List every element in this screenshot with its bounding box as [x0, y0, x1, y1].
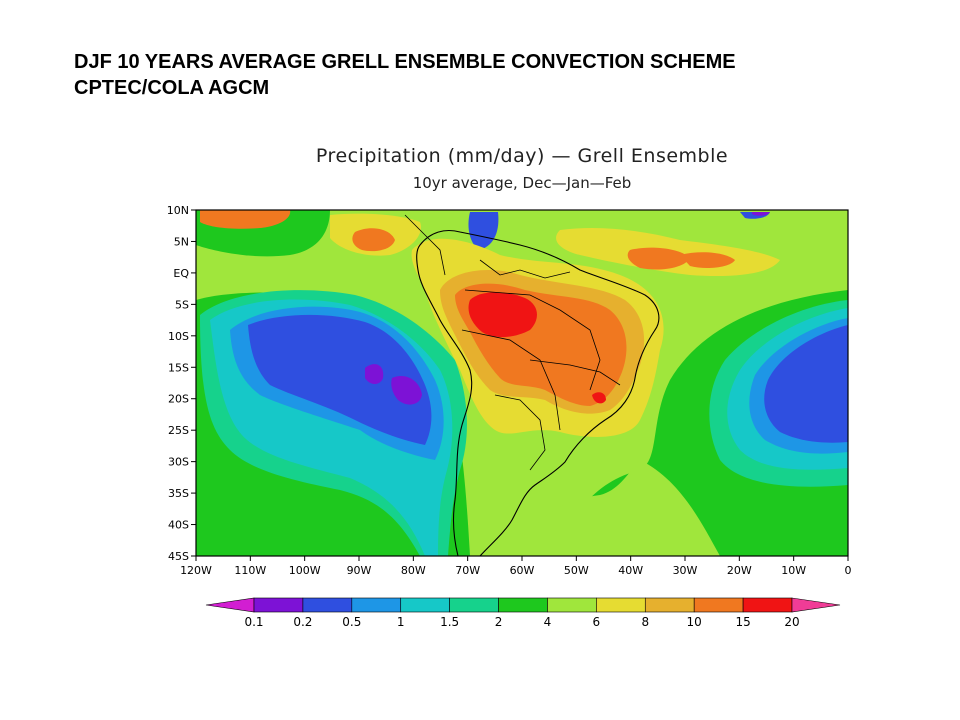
- lon-tick-label: 50W: [564, 564, 589, 577]
- colorbar-bin-10-15: [693, 597, 744, 613]
- lat-tick-label: EQ: [173, 267, 189, 280]
- lon-tick-label: 30W: [673, 564, 698, 577]
- lon-tick-label: 40W: [618, 564, 643, 577]
- colorbar-level-label: 1.5: [440, 615, 459, 629]
- field-10-15-atlantic-1: [627, 247, 690, 270]
- lat-tick-label: 15S: [168, 361, 189, 374]
- colorbar-bin-below-0.1: [205, 597, 255, 613]
- colorbar-level-label: 8: [641, 615, 649, 629]
- lat-tick-label: 35S: [168, 487, 189, 500]
- map-title: Precipitation (mm/day) — Grell Ensemble: [315, 145, 729, 167]
- colorbar-level-label: 2: [495, 615, 503, 629]
- colorbar-bin-0.1-0.2: [253, 597, 304, 613]
- lon-tick-label: 80W: [401, 564, 426, 577]
- colorbar-level-label: 10: [687, 615, 702, 629]
- lon-tick-label: 100W: [289, 564, 321, 577]
- lon-tick-label: 10W: [781, 564, 806, 577]
- lat-tick-label: 40S: [168, 519, 189, 532]
- lat-tick-label: 45S: [168, 550, 189, 563]
- country-borders-5: [494, 394, 546, 471]
- field-0.2-0.5-east: [764, 325, 848, 443]
- colorbar-bin-6-8: [596, 597, 646, 613]
- country-borders-1: [464, 289, 601, 391]
- colorbar-bin-2-4: [498, 597, 548, 613]
- colorbar: 0.1 0.2 0.5 1 1.5 2 4 6 8 10 15 20: [205, 597, 841, 629]
- country-borders-2: [461, 329, 561, 431]
- lat-tick-label: 30S: [168, 456, 189, 469]
- lon-tick-label: 60W: [510, 564, 535, 577]
- colorbar-bin-4-6: [547, 597, 597, 613]
- field-0.1-0.2-a: [365, 364, 384, 384]
- lon-tick-label: 20W: [727, 564, 752, 577]
- slide-title-line-2: CPTEC/COLA AGCM: [74, 77, 270, 99]
- colorbar-level-label: 0.5: [342, 615, 361, 629]
- lon-tick-label: 110W: [234, 564, 266, 577]
- lat-tick-label: 5S: [175, 298, 189, 311]
- slide-title-line-1: DJF 10 YEARS AVERAGE GRELL ENSEMBLE CONV…: [74, 51, 736, 73]
- colorbar-bin-above-20: [791, 597, 841, 613]
- lat-tick-label: 20S: [168, 393, 189, 406]
- lat-tick-label: 10N: [167, 204, 189, 217]
- lon-tick-label: 70W: [455, 564, 480, 577]
- field-0.2-0.5-north: [468, 212, 499, 250]
- field-0.2-0.5-west: [248, 314, 432, 445]
- colorbar-bin-1-1.5: [400, 597, 450, 613]
- field-10-15-pacific: [352, 228, 395, 252]
- colorbar-level-label: 1: [397, 615, 405, 629]
- colorbar-level-label: 4: [544, 615, 552, 629]
- colorbar-bin-0.2-0.5: [302, 597, 353, 613]
- lat-tick-label: 5N: [174, 235, 189, 248]
- field-4-6-south: [520, 460, 720, 556]
- lat-tick-label: 10S: [168, 330, 189, 343]
- lat-tick-label: 25S: [168, 424, 189, 437]
- colorbar-level-label: 6: [593, 615, 601, 629]
- country-borders-4: [529, 359, 621, 386]
- lon-tick-label: 120W: [180, 564, 212, 577]
- field-0.1-0.2-ne: [752, 212, 770, 216]
- slide-title: DJF 10 YEARS AVERAGE GRELL ENSEMBLE CONV…: [74, 49, 934, 101]
- colorbar-bin-8-10: [644, 597, 695, 613]
- precipitation-field: [196, 210, 848, 556]
- colorbar-bin-0.5-1: [351, 597, 402, 613]
- lon-tick-label: 90W: [347, 564, 372, 577]
- map-subtitle: 10yr average, Dec—Jan—Feb: [412, 174, 632, 192]
- colorbar-bin-15-20: [742, 597, 793, 613]
- south-america-coastline: [416, 229, 660, 556]
- central-america-outline: [404, 214, 446, 276]
- field-15-20-core: [468, 292, 537, 338]
- colorbar-level-label: 0.1: [244, 615, 263, 629]
- field-15-20-se: [592, 392, 606, 404]
- field-10-15-atlantic-2: [680, 252, 735, 268]
- colorbar-level-label: 20: [784, 615, 799, 629]
- field-0.1-0.2-b: [391, 375, 422, 405]
- country-borders-3: [479, 259, 571, 279]
- lon-tick-label: 0: [845, 564, 852, 577]
- colorbar-level-label: 15: [735, 615, 750, 629]
- colorbar-bin-1.5-2: [449, 597, 499, 613]
- field-10-15-nw: [200, 210, 291, 229]
- colorbar-level-label: 0.2: [293, 615, 312, 629]
